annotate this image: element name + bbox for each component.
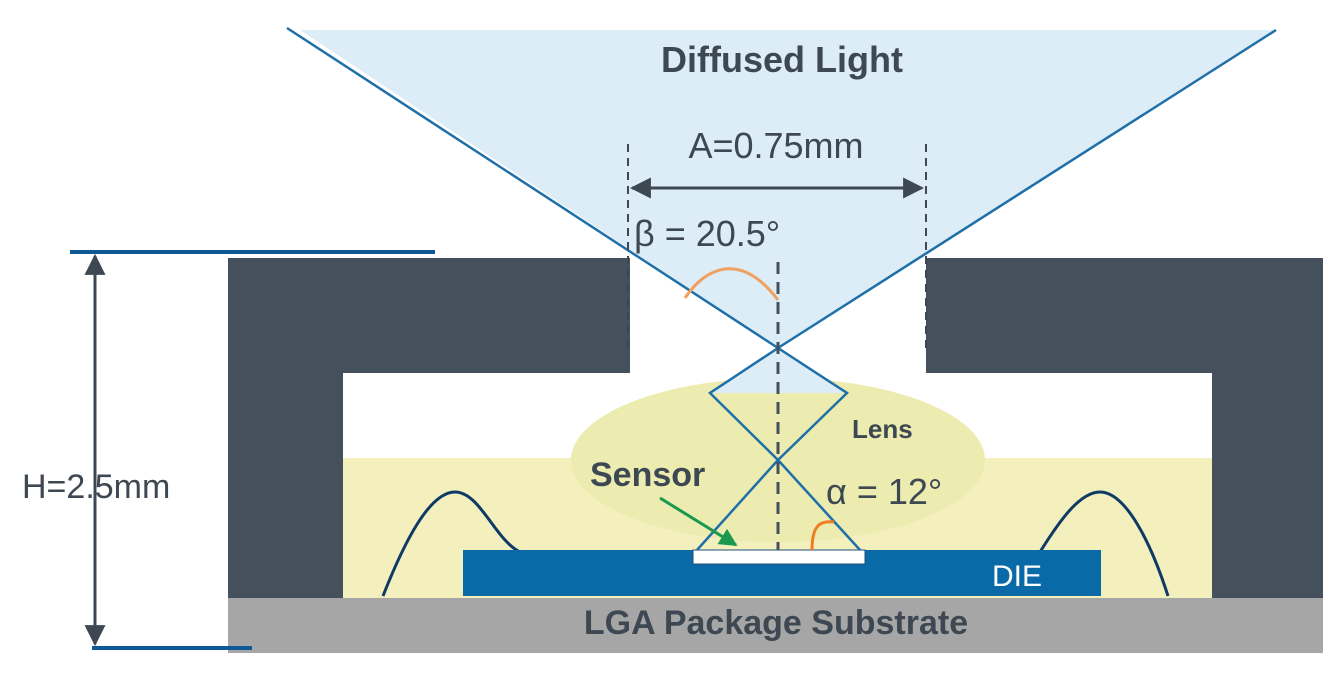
height-label: H=2.5mm [22, 468, 170, 506]
lens-label: Lens [852, 414, 913, 444]
sensor-pointer-arrow [659, 496, 738, 547]
diffused-light-label: Diffused Light [661, 39, 903, 80]
wire-bond-left [381, 490, 521, 597]
alpha-angle-arc [810, 520, 835, 551]
package-substrate [228, 598, 1323, 653]
aperture-label: A=0.75mm [688, 125, 863, 166]
beta-angle-arc [683, 267, 780, 301]
sensor-label: Sensor [590, 456, 705, 494]
package-cap [228, 258, 1323, 598]
aperture-guides [627, 144, 927, 350]
light-ray-lines [286, 26, 1277, 551]
beta-angle-label: β = 20.5° [634, 213, 780, 254]
die-label: DIE [992, 560, 1042, 593]
sensor-element [692, 549, 866, 565]
wire-bond-right [1038, 490, 1170, 597]
substrate-label: LGA Package Substrate [584, 604, 968, 642]
alpha-angle-label: α = 12° [826, 471, 942, 512]
